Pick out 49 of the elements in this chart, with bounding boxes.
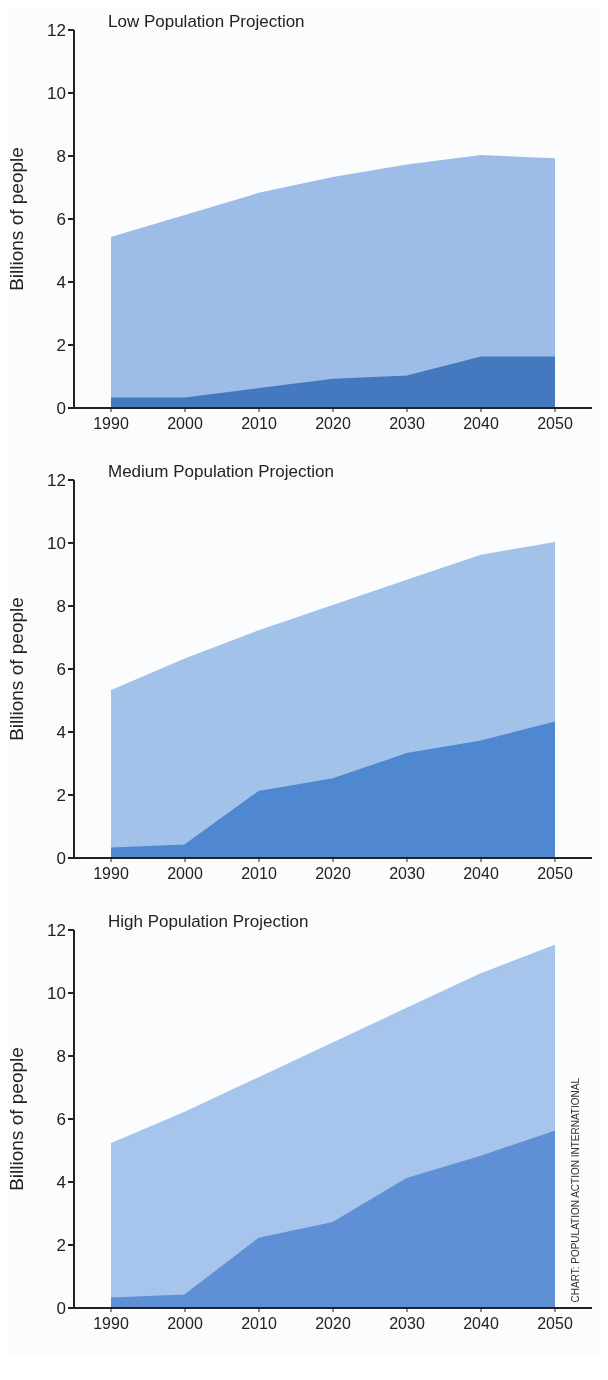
y-tick-label: 10 bbox=[47, 84, 66, 104]
x-tick-label: 2020 bbox=[315, 865, 351, 883]
x-tick-label: 2000 bbox=[167, 1315, 203, 1333]
x-tick-label: 1990 bbox=[93, 415, 129, 433]
y-tick-label: 0 bbox=[56, 399, 66, 419]
y-tick-label: 8 bbox=[56, 1047, 66, 1067]
y-tick-label: 4 bbox=[56, 723, 66, 743]
y-tick-label: 12 bbox=[47, 921, 66, 941]
y-tick-label: 12 bbox=[47, 471, 66, 491]
x-tick-label: 2040 bbox=[463, 415, 499, 433]
x-tick-label: 2050 bbox=[537, 865, 573, 883]
y-tick-label: 8 bbox=[56, 147, 66, 167]
x-tick-label: 2020 bbox=[315, 415, 351, 433]
x-tick-label: 2020 bbox=[315, 1315, 351, 1333]
x-tick-label: 1990 bbox=[93, 1315, 129, 1333]
y-tick-label: 8 bbox=[56, 597, 66, 617]
x-tick-label: 2050 bbox=[537, 1315, 573, 1333]
y-tick-label: 0 bbox=[56, 1299, 66, 1319]
chart-title: Medium Population Projection bbox=[108, 462, 334, 482]
y-tick-label: 6 bbox=[56, 1110, 66, 1130]
y-tick-label: 2 bbox=[56, 336, 66, 356]
y-tick-label: 2 bbox=[56, 786, 66, 806]
x-tick-label: 2040 bbox=[463, 1315, 499, 1333]
x-tick-label: 2030 bbox=[389, 1315, 425, 1333]
x-tick-label: 2000 bbox=[167, 865, 203, 883]
x-tick-label: 2030 bbox=[389, 415, 425, 433]
y-tick-label: 10 bbox=[47, 534, 66, 554]
y-tick-label: 12 bbox=[47, 21, 66, 41]
y-tick-label: 0 bbox=[56, 849, 66, 869]
x-tick-label: 2050 bbox=[537, 415, 573, 433]
x-tick-label: 2010 bbox=[241, 415, 277, 433]
y-axis-title: Billions of people bbox=[5, 597, 27, 741]
y-tick-label: 6 bbox=[56, 660, 66, 680]
x-tick-label: 2010 bbox=[241, 1315, 277, 1333]
y-tick-label: 4 bbox=[56, 273, 66, 293]
chart-title: Low Population Projection bbox=[108, 12, 305, 32]
y-tick-label: 10 bbox=[47, 984, 66, 1004]
chart-title: High Population Projection bbox=[108, 912, 309, 932]
y-tick-label: 2 bbox=[56, 1236, 66, 1256]
x-tick-label: 2010 bbox=[241, 865, 277, 883]
x-tick-label: 2000 bbox=[167, 415, 203, 433]
x-tick-label: 2040 bbox=[463, 865, 499, 883]
y-axis-title: Billions of people bbox=[5, 1047, 27, 1191]
x-tick-label: 1990 bbox=[93, 865, 129, 883]
y-tick-label: 6 bbox=[56, 210, 66, 230]
y-axis-title: Billions of people bbox=[5, 147, 27, 291]
y-tick-label: 4 bbox=[56, 1173, 66, 1193]
annotation: CHART: POPULATION ACTION INTERNATIONAL bbox=[570, 1077, 582, 1302]
x-tick-label: 2030 bbox=[389, 865, 425, 883]
